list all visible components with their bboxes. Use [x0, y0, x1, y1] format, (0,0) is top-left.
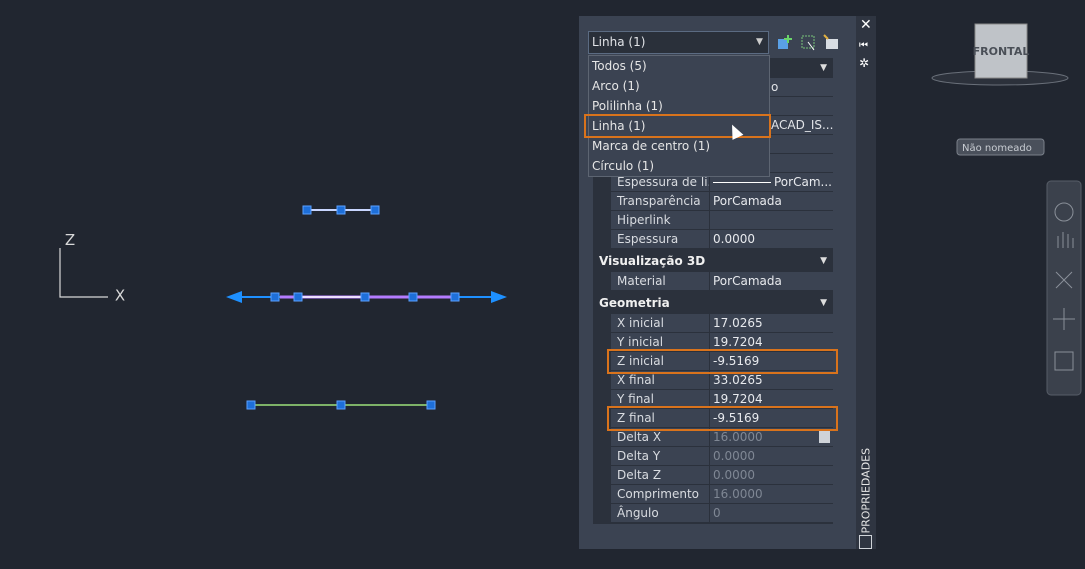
property-row[interactable]: X final 33.0265 [611, 371, 833, 390]
property-value: 0.0000 [710, 466, 833, 484]
property-value: 19.7204 [710, 390, 833, 408]
highlight-box [584, 114, 771, 138]
property-row[interactable]: Espessura 0.0000 [611, 230, 833, 249]
section-header[interactable]: Visualização 3D ▼ [593, 252, 833, 270]
selection-dropdown[interactable] [588, 31, 769, 54]
dropdown-option[interactable]: Arco (1) [592, 79, 640, 93]
property-value: PorCamada [710, 192, 833, 210]
dropdown-selected: Linha (1) [592, 35, 646, 49]
property-row[interactable]: Delta Z 0.0000 [611, 466, 833, 485]
property-row[interactable]: Hiperlink [611, 211, 833, 230]
property-label: Material [611, 272, 709, 290]
grips[interactable] [246, 400, 436, 410]
property-label: Delta Y [611, 447, 709, 465]
palette-icon [859, 535, 872, 549]
dropdown-option[interactable]: Linha (1) [592, 119, 646, 133]
section-arrow: ▼ [820, 256, 827, 266]
view-name-box[interactable] [956, 138, 1045, 156]
section-header[interactable]: Geometria ▼ [593, 294, 833, 312]
property-value [710, 211, 833, 229]
property-row[interactable]: Y final 19.7204 [611, 390, 833, 409]
axis-z-label: Z [65, 231, 75, 249]
property-label: Transparência [611, 192, 709, 210]
property-value: 16.0000 [710, 485, 833, 503]
nav-icons [1053, 202, 1075, 371]
property-value: 33.0265 [710, 371, 833, 389]
property-value: 0 [710, 504, 833, 522]
lineweight-sample [713, 182, 771, 183]
view-name: Não nomeado [962, 143, 1032, 154]
property-label: Ângulo [611, 504, 709, 522]
property-label: Z final [611, 409, 709, 427]
property-row[interactable]: Espessura de li... PorCam... [611, 173, 833, 192]
highlight-box [607, 349, 838, 374]
calculator-icon[interactable] [819, 431, 830, 443]
dropdown-arrow: ▼ [756, 37, 763, 47]
palette-title: PROPRIEDADES [859, 447, 873, 534]
dropdown-option[interactable]: Todos (5) [592, 59, 647, 73]
property-row[interactable]: Delta X 16.0000 [611, 428, 833, 447]
property-value: 0.0000 [710, 230, 833, 248]
property-row[interactable]: Z final -9.5169 [611, 409, 833, 428]
dropdown-option[interactable]: Círculo (1) [592, 159, 655, 173]
close-button[interactable]: ✕ [860, 17, 872, 33]
grips[interactable] [302, 205, 380, 215]
property-value: PorCam... [710, 173, 833, 191]
section-arrow: ▼ [820, 298, 827, 308]
property-row[interactable]: Y inicial 19.7204 [611, 333, 833, 352]
property-label: Espessura de li... [611, 173, 709, 191]
property-label: X inicial [611, 314, 709, 332]
dropdown-option[interactable]: Polilinha (1) [592, 99, 663, 113]
section-arrow: ▼ [820, 63, 827, 73]
toolbar-icons[interactable] [776, 33, 842, 53]
viewcube[interactable] [974, 23, 1028, 79]
property-label: Y final [611, 390, 709, 408]
property-label: Espessura [611, 230, 709, 248]
dropdown-list [588, 55, 770, 177]
property-row[interactable]: Material PorCamada [611, 272, 833, 291]
ucs-icon [59, 248, 108, 298]
property-row[interactable]: X inicial 17.0265 [611, 314, 833, 333]
property-label: Y inicial [611, 333, 709, 351]
arrow-left [226, 291, 242, 303]
property-label: Z inicial [611, 352, 709, 370]
grips[interactable] [270, 292, 460, 302]
property-value: o [771, 80, 779, 94]
dropdown-option[interactable]: Marca de centro (1) [592, 139, 711, 153]
property-row[interactable]: Transparência PorCamada [611, 192, 833, 211]
property-label: Hiperlink [611, 211, 709, 229]
property-value: 0.0000 [710, 447, 833, 465]
property-row[interactable]: Ângulo 0 [611, 504, 833, 523]
property-value: -9.5169 [710, 409, 833, 427]
property-value: 19.7204 [710, 333, 833, 351]
settings-button[interactable]: ✲ [859, 56, 870, 70]
property-value: 17.0265 [710, 314, 833, 332]
property-row[interactable]: Comprimento 16.0000 [611, 485, 833, 504]
property-row[interactable]: Delta Y 0.0000 [611, 447, 833, 466]
axis-x-label: X [115, 287, 125, 305]
property-label: Comprimento [611, 485, 709, 503]
property-value: PorCamada [710, 272, 833, 290]
palette-titlebar [856, 16, 876, 549]
property-value: ACAD_IS... [771, 118, 834, 132]
property-value: 16.0000 [710, 428, 833, 446]
navigation-bar[interactable] [1046, 180, 1082, 396]
property-row[interactable]: Z inicial -9.5169 [611, 352, 833, 371]
viewcube-label: FRONTAL [973, 45, 1030, 58]
property-label: Delta Z [611, 466, 709, 484]
highlight-box [607, 406, 838, 431]
property-label: Delta X [611, 428, 709, 446]
property-value: -9.5169 [710, 352, 833, 370]
property-label: X final [611, 371, 709, 389]
autohide-button[interactable]: ⏮ [859, 40, 868, 51]
arrow-right [491, 291, 507, 303]
